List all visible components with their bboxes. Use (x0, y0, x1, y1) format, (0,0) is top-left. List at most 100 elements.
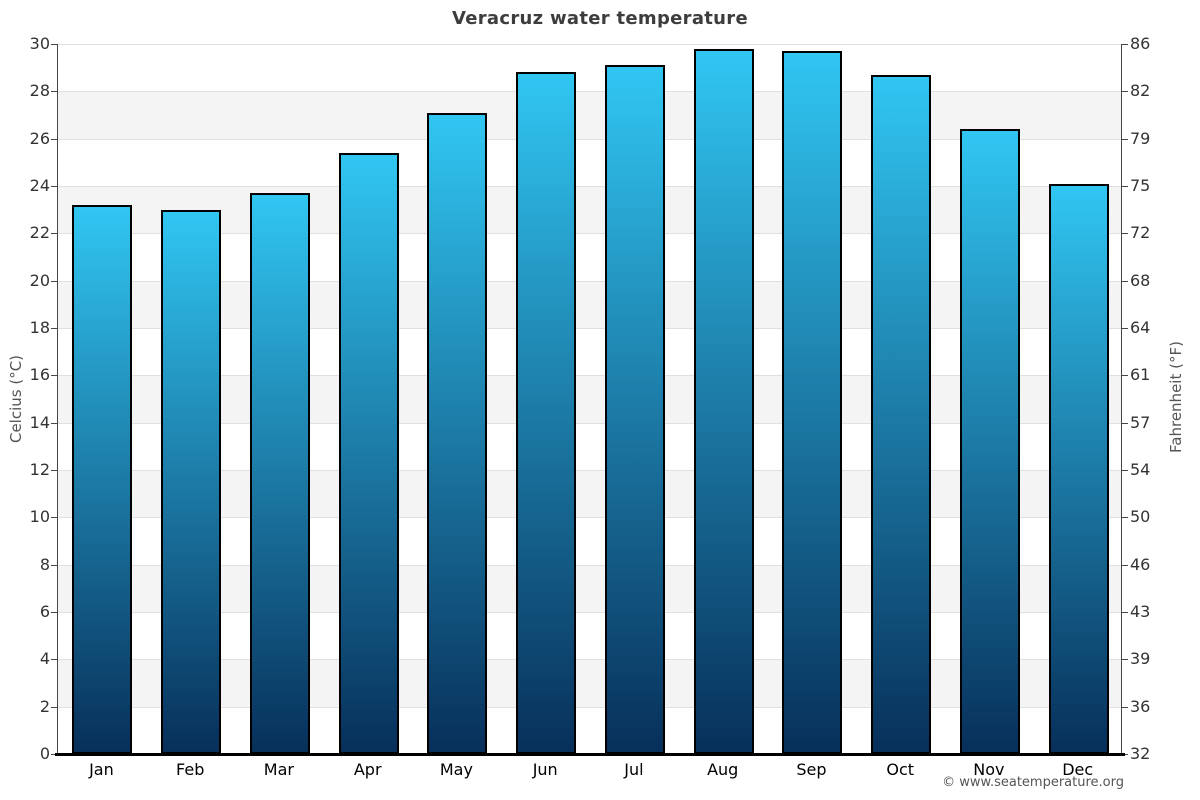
right-tick-mark (1122, 138, 1128, 140)
right-tick-mark (1122, 706, 1128, 708)
bar-oct[interactable] (871, 74, 932, 754)
left-tick-label: 30 (29, 34, 50, 53)
x-axis-line (55, 753, 1125, 756)
plot-band (58, 564, 1121, 612)
left-tick-label: 6 (39, 602, 50, 621)
x-axis-label-sep: Sep (796, 760, 827, 779)
left-tick-label: 4 (39, 649, 50, 669)
left-tick-label: 0 (39, 744, 50, 763)
left-tick-label: 24 (29, 176, 50, 195)
right-tick-label: 79 (1130, 128, 1151, 148)
right-tick-label: 50 (1130, 507, 1151, 527)
gridline (58, 564, 1121, 566)
left-tick-mark (51, 470, 57, 471)
right-tick-label: 64 (1130, 318, 1151, 337)
x-axis-label-oct: Oct (886, 760, 915, 779)
gridline (58, 517, 1121, 519)
left-tick-label: 18 (29, 318, 50, 337)
bar-mar[interactable] (249, 193, 310, 754)
left-tick-label: 16 (29, 365, 50, 385)
gridline (58, 186, 1121, 187)
right-tick-mark (1122, 328, 1128, 329)
bar-jul[interactable] (604, 65, 665, 754)
plot-band (58, 91, 1121, 139)
plot-band (58, 186, 1121, 234)
right-tick-label: 46 (1130, 554, 1151, 574)
bar-may[interactable] (427, 112, 488, 754)
x-axis-label-dec: Dec (1062, 760, 1094, 779)
right-tick-mark (1122, 517, 1128, 519)
bar-jan[interactable] (72, 204, 133, 754)
right-tick-mark (1122, 422, 1128, 424)
bar-feb[interactable] (161, 209, 222, 754)
right-tick-label: 32 (1130, 744, 1151, 763)
right-tick-mark (1122, 754, 1128, 755)
left-tick-label: 20 (29, 270, 50, 290)
plot-area (57, 44, 1122, 754)
left-tick-mark (51, 659, 57, 661)
bar-apr[interactable] (338, 152, 399, 754)
left-tick-mark (51, 754, 57, 755)
right-tick-mark (1122, 564, 1128, 566)
left-tick-mark (51, 706, 57, 708)
left-tick-mark (51, 91, 57, 93)
left-tick-mark (51, 280, 57, 282)
right-tick-mark (1122, 470, 1128, 471)
left-tick-mark (51, 564, 57, 566)
right-tick-label: 39 (1130, 649, 1151, 669)
chart-title: Veracruz water temperature (451, 8, 748, 29)
x-axis-label-apr: Apr (353, 760, 382, 779)
right-tick-label: 54 (1130, 460, 1151, 479)
right-tick-mark (1122, 375, 1128, 377)
left-tick-mark (51, 375, 57, 377)
right-tick-label: 57 (1130, 412, 1151, 432)
bar-dec[interactable] (1048, 183, 1109, 754)
gridline (58, 138, 1121, 140)
left-tick-label: 28 (29, 81, 50, 101)
bar-nov[interactable] (959, 129, 1020, 754)
gridline (58, 375, 1121, 377)
x-axis-label-jan: Jan (89, 760, 114, 779)
left-tick-label: 8 (39, 554, 50, 574)
plot-band (58, 280, 1121, 328)
gridline (58, 328, 1121, 329)
x-axis-label-may: May (439, 760, 473, 779)
left-tick-label: 12 (29, 460, 50, 479)
gridline (58, 422, 1121, 424)
x-axis-label-jul: Jul (624, 760, 644, 779)
plot-band (58, 470, 1121, 518)
gridline (58, 233, 1121, 235)
bar-jun[interactable] (516, 72, 577, 754)
right-tick-mark (1122, 280, 1128, 282)
gridline (58, 91, 1121, 93)
plot-band (58, 375, 1121, 423)
gridline (58, 280, 1121, 282)
right-tick-label: 36 (1130, 696, 1151, 716)
left-tick-label: 2 (39, 696, 50, 716)
x-axis-label-jun: Jun (532, 760, 558, 779)
left-tick-label: 14 (29, 412, 50, 432)
right-tick-mark (1122, 612, 1128, 613)
right-tick-label: 61 (1130, 365, 1151, 385)
left-tick-mark (51, 517, 57, 519)
credit-text: © www.seatemperature.org (942, 775, 1124, 790)
right-tick-mark (1122, 233, 1128, 235)
bar-sep[interactable] (782, 51, 843, 754)
left-tick-mark (51, 186, 57, 187)
left-tick-mark (51, 233, 57, 235)
right-tick-mark (1122, 91, 1128, 93)
x-axis-label-aug: Aug (707, 760, 739, 779)
x-axis-label-mar: Mar (263, 760, 294, 779)
right-tick-label: 72 (1130, 223, 1151, 243)
right-tick-label: 86 (1130, 34, 1151, 53)
left-tick-mark (51, 138, 57, 140)
left-tick-mark (51, 612, 57, 613)
right-tick-label: 43 (1130, 602, 1151, 621)
left-tick-label: 26 (29, 128, 50, 148)
bar-aug[interactable] (693, 48, 754, 754)
x-axis-label-nov: Nov (973, 760, 1005, 779)
gridline (58, 612, 1121, 613)
gridline (58, 470, 1121, 471)
left-tick-mark (51, 422, 57, 424)
